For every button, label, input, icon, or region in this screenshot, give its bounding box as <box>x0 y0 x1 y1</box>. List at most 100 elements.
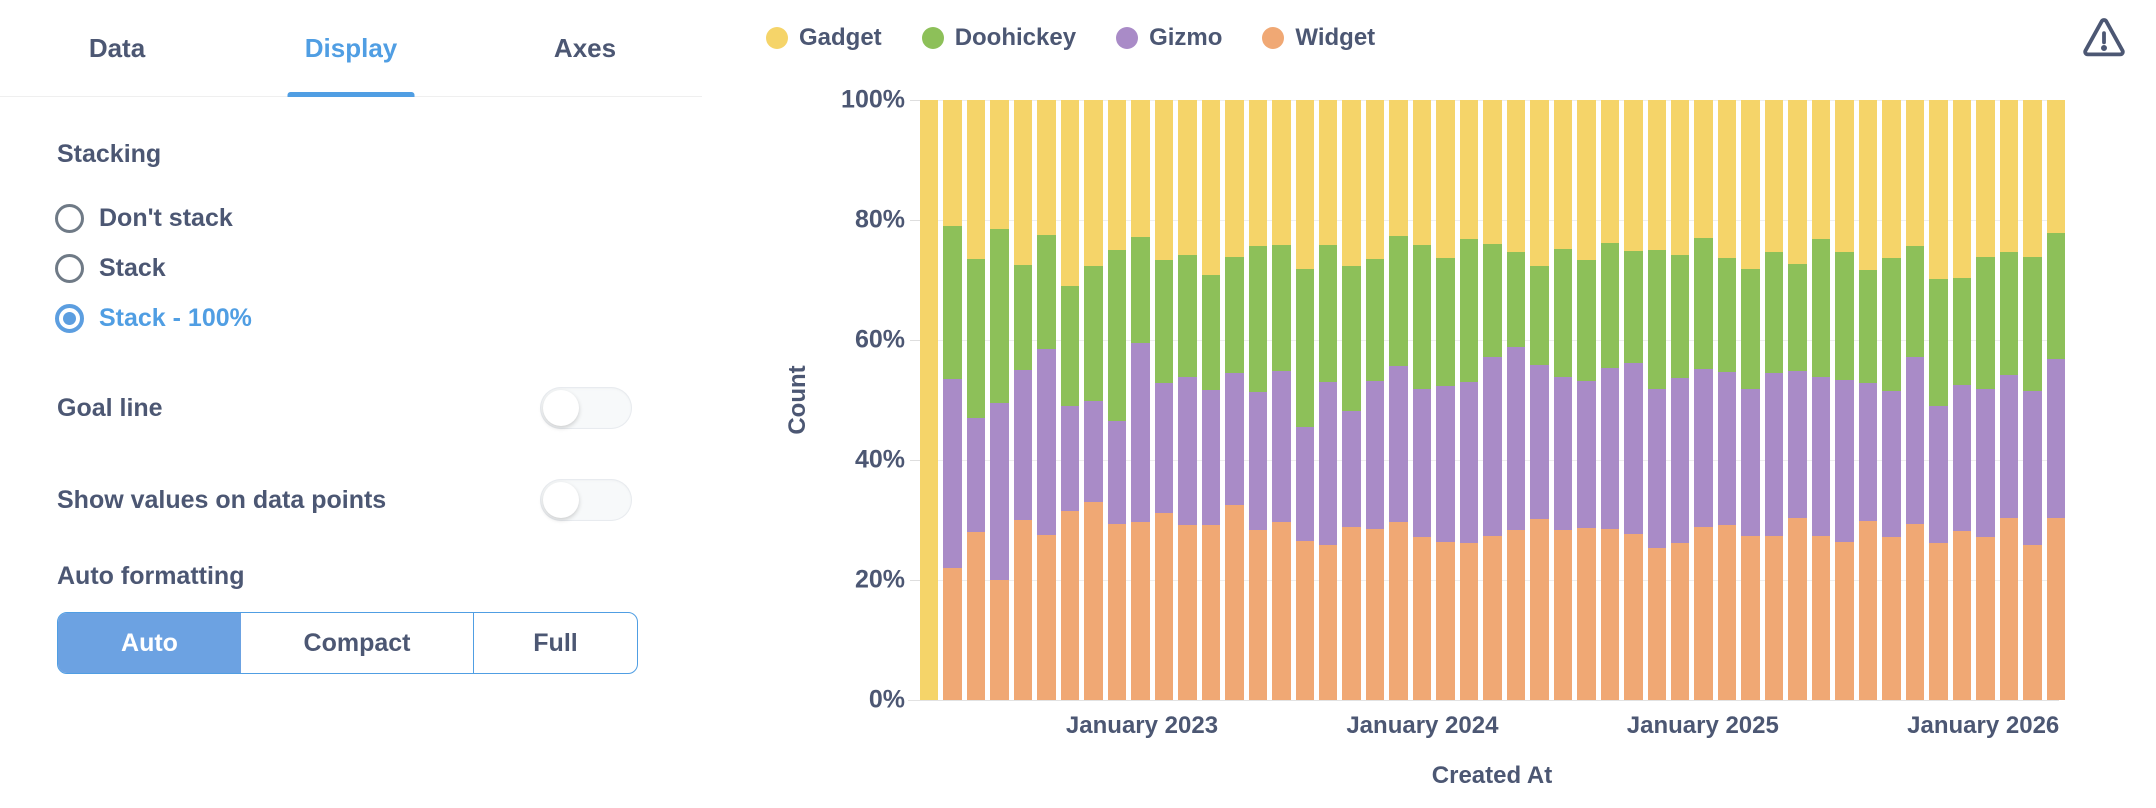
bar-segment-gizmo[interactable] <box>1436 386 1455 543</box>
bar-segment-doohickey[interactable] <box>1060 286 1080 406</box>
bar-segment-widget[interactable] <box>1506 529 1526 700</box>
bar-segment-gizmo[interactable] <box>1389 366 1408 522</box>
bar-segment-widget[interactable] <box>1013 520 1033 700</box>
bar-segment-doohickey[interactable] <box>1553 249 1573 378</box>
bar-segment-doohickey[interactable] <box>1483 244 1502 357</box>
bar-segment-widget[interactable] <box>1131 522 1150 700</box>
segment-full[interactable]: Full <box>473 613 637 673</box>
stacked-bar[interactable] <box>1037 100 1056 700</box>
bar-segment-doohickey[interactable] <box>1037 235 1056 349</box>
bar-segment-gizmo[interactable] <box>990 403 1009 580</box>
bar-segment-gadget[interactable] <box>1272 100 1291 246</box>
bar-segment-gadget[interactable] <box>1506 100 1526 253</box>
bar-segment-widget[interactable] <box>2046 517 2065 700</box>
bar-segment-gadget[interactable] <box>1060 100 1080 286</box>
bar-segment-gadget[interactable] <box>1741 100 1760 269</box>
bar-segment-doohickey[interactable] <box>1131 236 1150 344</box>
stacked-bar[interactable] <box>1107 100 1127 700</box>
bar-segment-gizmo[interactable] <box>1225 373 1244 505</box>
stacked-bar[interactable] <box>1905 100 1925 700</box>
bar-segment-gizmo[interactable] <box>1131 343 1150 523</box>
bar-segment-widget[interactable] <box>1624 533 1643 700</box>
bar-segment-gadget[interactable] <box>2023 100 2042 257</box>
bar-segment-widget[interactable] <box>1201 524 1221 700</box>
bar-segment-gadget[interactable] <box>990 100 1009 229</box>
bar-segment-gadget[interactable] <box>1037 100 1056 235</box>
bar-segment-gadget[interactable] <box>1882 100 1901 259</box>
bar-segment-gadget[interactable] <box>1295 100 1314 269</box>
bar-segment-widget[interactable] <box>1436 542 1455 700</box>
segment-compact[interactable]: Compact <box>303 628 411 657</box>
bar-segment-gizmo[interactable] <box>943 379 962 568</box>
bar-segment-gadget[interactable] <box>1389 100 1408 236</box>
bar-segment-widget[interactable] <box>1647 547 1666 700</box>
bar-segment-widget[interactable] <box>1225 505 1244 700</box>
bar-segment-gizmo[interactable] <box>1835 380 1854 542</box>
stacked-bar[interactable] <box>2046 100 2065 700</box>
bar-segment-gizmo[interactable] <box>2023 391 2042 545</box>
bar-segment-doohickey[interactable] <box>1835 252 1854 381</box>
stacked-bar[interactable] <box>1624 100 1643 700</box>
stacked-bar[interactable] <box>1741 100 1760 700</box>
stacked-bar[interactable] <box>1882 100 1901 700</box>
bar-segment-widget[interactable] <box>1412 537 1432 700</box>
bar-segment-doohickey[interactable] <box>1459 238 1479 383</box>
bar-segment-widget[interactable] <box>1858 521 1878 700</box>
bar-segment-gizmo[interactable] <box>1342 411 1361 528</box>
stacked-bar[interactable] <box>1717 100 1737 700</box>
stacked-bar[interactable] <box>966 100 986 700</box>
bar-segment-widget[interactable] <box>1178 524 1197 700</box>
bar-segment-gadget[interactable] <box>1811 100 1831 239</box>
bar-segment-doohickey[interactable] <box>1999 252 2019 376</box>
bar-segment-gadget[interactable] <box>1459 100 1479 239</box>
stacked-bar[interactable] <box>1459 100 1479 700</box>
bar-segment-doohickey[interactable] <box>1624 250 1643 364</box>
bar-segment-gizmo[interactable] <box>1905 357 1925 524</box>
bar-segment-gadget[interactable] <box>1107 100 1127 251</box>
bar-segment-gadget[interactable] <box>966 100 986 259</box>
bar-segment-widget[interactable] <box>1272 521 1291 700</box>
bar-segment-gizmo[interactable] <box>1671 378 1690 544</box>
stacked-bar[interactable] <box>1436 100 1455 700</box>
bar-segment-gizmo[interactable] <box>1483 356 1502 536</box>
stacked-bar[interactable] <box>1788 100 1807 700</box>
bar-segment-gadget[interactable] <box>1999 100 2019 253</box>
stacked-bar[interactable] <box>1295 100 1314 700</box>
bar-segment-gadget[interactable] <box>1436 100 1455 259</box>
stacked-bar[interactable] <box>1178 100 1197 700</box>
bar-segment-gadget[interactable] <box>1318 100 1338 245</box>
bar-segment-widget[interactable] <box>1788 517 1807 700</box>
bar-segment-gadget[interactable] <box>1835 100 1854 253</box>
bar-segment-doohickey[interactable] <box>1671 255 1690 379</box>
bar-segment-doohickey[interactable] <box>1178 255 1197 377</box>
stacked-bar[interactable] <box>920 100 939 700</box>
bar-segment-gadget[interactable] <box>1858 100 1878 271</box>
bar-segment-doohickey[interactable] <box>1389 235 1408 367</box>
bar-segment-gadget[interactable] <box>1976 100 1995 258</box>
stacked-bar[interactable] <box>1248 100 1268 700</box>
legend-item-gizmo[interactable]: Gizmo <box>1116 24 1222 52</box>
warning-icon[interactable] <box>2080 16 2128 60</box>
bar-segment-gizmo[interactable] <box>1600 367 1620 529</box>
stacked-bar[interactable] <box>1553 100 1573 700</box>
bar-segment-widget[interactable] <box>966 532 986 700</box>
stacked-bar[interactable] <box>1342 100 1361 700</box>
bar-segment-gizmo[interactable] <box>1318 382 1338 545</box>
bar-segment-gizmo[interactable] <box>1788 371 1807 518</box>
bar-segment-gadget[interactable] <box>1178 100 1197 256</box>
bar-segment-widget[interactable] <box>1248 530 1268 700</box>
bar-segment-gadget[interactable] <box>1624 100 1643 251</box>
stacked-bar[interactable] <box>1600 100 1620 700</box>
stacked-bar[interactable] <box>1835 100 1854 700</box>
bar-segment-doohickey[interactable] <box>1272 245 1291 371</box>
bar-segment-gizmo[interactable] <box>1764 373 1784 536</box>
bar-segment-gizmo[interactable] <box>1412 389 1432 538</box>
stacked-bar[interactable] <box>943 100 962 700</box>
bar-segment-doohickey[interactable] <box>1600 242 1620 368</box>
stacked-bar[interactable] <box>1999 100 2019 700</box>
bar-segment-widget[interactable] <box>1976 536 1995 700</box>
bar-segment-doohickey[interactable] <box>1647 250 1666 389</box>
bar-segment-gadget[interactable] <box>1201 100 1221 276</box>
tab-axes[interactable]: Axes <box>468 0 702 96</box>
bar-segment-gizmo[interactable] <box>1295 427 1314 541</box>
